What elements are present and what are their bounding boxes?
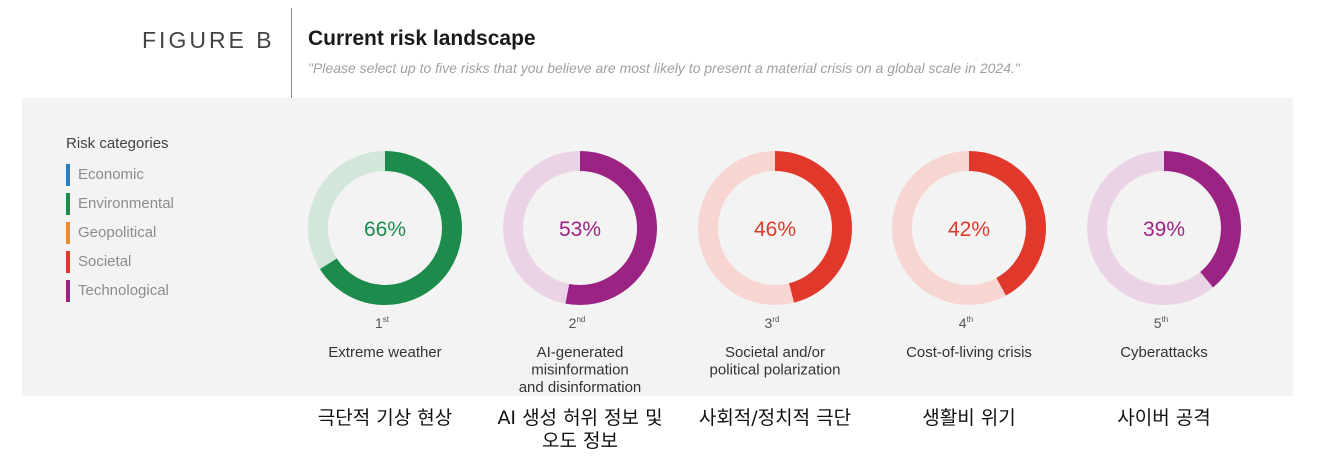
donut-value-label: 66% <box>364 218 406 241</box>
legend: Risk categories Economic Environmental Geo… <box>66 135 174 305</box>
korean-label: 극단적 기상 현상 <box>285 407 485 430</box>
korean-label-line: 극단적 기상 현상 <box>317 407 453 429</box>
chart-title: Current risk landscape <box>308 27 536 50</box>
rank-label: 4th <box>959 315 973 331</box>
donut-value-label: 39% <box>1143 218 1185 241</box>
korean-label-line: 생활비 위기 <box>922 407 1016 429</box>
legend-label: Environmental <box>78 195 174 212</box>
rank-suffix: st <box>383 315 390 324</box>
risk-label: Cost-of-living crisis <box>906 344 1032 361</box>
rank-number: 2 <box>569 315 577 331</box>
risk-label-line: Extreme weather <box>328 344 441 361</box>
rank-suffix: th <box>1162 315 1169 324</box>
korean-label: 사이버 공격 <box>1064 407 1264 430</box>
risk-label-line: AI-generated <box>537 344 624 361</box>
donut-value-label: 46% <box>754 218 796 241</box>
risk-label-line: Cyberattacks <box>1120 344 1208 361</box>
donut-value-label: 53% <box>559 218 601 241</box>
chart-subtitle: "Please select up to five risks that you… <box>308 60 1020 76</box>
rank-number: 4 <box>959 315 967 331</box>
rank-label: 2nd <box>569 315 586 331</box>
legend-items: Economic Environmental Geopolitical Societa… <box>66 160 174 305</box>
legend-swatch <box>66 250 70 273</box>
legend-item-environmental: Environmental <box>66 189 174 218</box>
legend-label: Societal <box>78 253 132 270</box>
donut-value-label: 42% <box>948 218 990 241</box>
rank-number: 5 <box>1154 315 1162 331</box>
donut-arc-1 <box>308 151 462 305</box>
chart-panel <box>22 98 1293 396</box>
korean-label-line: 오도 정보 <box>542 430 618 452</box>
legend-label: Technological <box>78 282 169 299</box>
legend-swatch <box>66 192 70 215</box>
risk-label-line: Societal and/or <box>725 344 825 361</box>
korean-label-line: 사이버 공격 <box>1117 407 1211 429</box>
header-divider <box>291 8 292 100</box>
risk-label-line: political polarization <box>710 362 841 379</box>
rank-suffix: th <box>967 315 974 324</box>
korean-label-line: AI 생성 허위 정보 및 <box>497 407 663 429</box>
risk-label-line: Cost-of-living crisis <box>906 344 1032 361</box>
risk-label-line: and disinformation <box>519 379 642 396</box>
risk-label: Societal and/or political polarization <box>710 344 841 379</box>
rank-label: 1st <box>375 315 390 331</box>
legend-label: Geopolitical <box>78 224 157 241</box>
legend-title: Risk categories <box>66 135 169 152</box>
legend-item-geopolitical: Geopolitical <box>66 218 174 247</box>
legend-swatch <box>66 163 70 186</box>
korean-label: AI 생성 허위 정보 및 오도 정보 <box>480 407 680 453</box>
legend-label: Economic <box>78 166 144 183</box>
rank-suffix: rd <box>772 315 779 324</box>
legend-item-societal: Societal <box>66 247 174 276</box>
donut-arc-3 <box>698 151 852 305</box>
risk-label: Cyberattacks <box>1120 344 1208 361</box>
rank-label: 5th <box>1154 315 1168 331</box>
rank-number: 3 <box>765 315 773 331</box>
korean-label-line: 사회적/정치적 극단 <box>698 407 852 429</box>
donut-arc-4 <box>892 151 1046 305</box>
rank-number: 1 <box>375 315 383 331</box>
rank-label: 3rd <box>765 315 780 331</box>
risk-label: AI-generated misinformation and disinforma… <box>519 344 642 396</box>
korean-label: 사회적/정치적 극단 <box>675 407 875 430</box>
korean-label: 생활비 위기 <box>869 407 1069 430</box>
donut-arc-5 <box>1087 151 1241 305</box>
legend-item-economic: Economic <box>66 160 174 189</box>
legend-item-technological: Technological <box>66 276 174 305</box>
risk-label: Extreme weather <box>328 344 441 361</box>
legend-swatch <box>66 221 70 244</box>
risk-label-line: misinformation <box>531 362 629 379</box>
legend-swatch <box>66 279 70 302</box>
rank-suffix: nd <box>576 315 585 324</box>
figure-label: FIGURE B <box>142 27 275 53</box>
donut-arc-2 <box>503 151 657 305</box>
